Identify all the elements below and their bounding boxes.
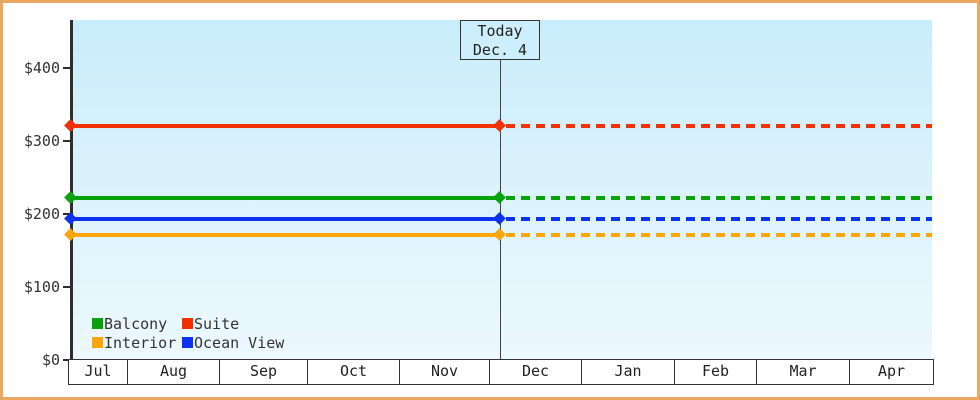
y-tick-mark-400 — [63, 67, 70, 69]
y-tick-mark-0 — [63, 359, 70, 361]
month-cell-mar: Mar — [756, 360, 849, 384]
month-cell-jan: Jan — [581, 360, 674, 384]
legend-swatch-icon — [182, 337, 193, 348]
month-cell-aug: Aug — [127, 360, 219, 384]
series-line-dotted-ocean-view — [506, 217, 932, 222]
legend-label: Ocean View — [194, 333, 285, 352]
y-tick-label-400: $400 — [23, 59, 60, 77]
legend-swatch-icon — [92, 337, 103, 348]
series-line-dotted-balcony — [506, 195, 932, 200]
y-tick-mark-300 — [63, 140, 70, 142]
month-cell-oct: Oct — [307, 360, 399, 384]
today-vertical-line — [500, 60, 501, 360]
today-label: Today — [477, 22, 523, 40]
plot-area — [73, 20, 932, 360]
month-cell-feb: Feb — [674, 360, 756, 384]
today-date-label: Dec. 4 — [472, 41, 528, 59]
y-axis — [70, 20, 73, 360]
series-line-dotted-interior — [506, 233, 932, 238]
legend-item-suite: Suite — [182, 314, 284, 333]
legend-item-ocean-view: Ocean View — [182, 333, 284, 352]
legend-label: Balcony — [104, 314, 168, 333]
legend: Balcony Suite Interior Ocean View — [92, 314, 284, 352]
legend-item-balcony: Balcony — [92, 314, 182, 333]
month-cell-dec: Dec — [489, 360, 581, 384]
series-line-solid-suite — [70, 123, 500, 128]
today-annotation-box: Today Dec. 4 — [460, 20, 540, 60]
legend-item-interior: Interior — [92, 333, 182, 352]
y-tick-label-200: $200 — [23, 205, 60, 223]
y-tick-label-300: $300 — [23, 132, 60, 150]
month-cell-sep: Sep — [219, 360, 307, 384]
legend-label: Suite — [194, 314, 240, 333]
month-cell-apr: Apr — [849, 360, 933, 384]
legend-swatch-icon — [92, 318, 103, 329]
legend-swatch-icon — [182, 318, 193, 329]
legend-label: Interior — [104, 333, 177, 352]
y-tick-label-100: $100 — [23, 278, 60, 296]
y-tick-mark-100 — [63, 286, 70, 288]
y-tick-label-0: $0 — [41, 351, 60, 369]
month-cell-nov: Nov — [399, 360, 489, 384]
series-line-solid-balcony — [70, 195, 500, 200]
series-line-solid-interior — [70, 233, 500, 238]
month-cell-jul: Jul — [84, 362, 112, 380]
series-line-dotted-suite — [506, 123, 932, 128]
series-line-solid-ocean-view — [70, 217, 500, 222]
y-tick-mark-200 — [63, 213, 70, 215]
x-axis-month-band: Jul Aug Sep Oct Nov Dec Jan Feb Mar Apr — [68, 359, 934, 385]
